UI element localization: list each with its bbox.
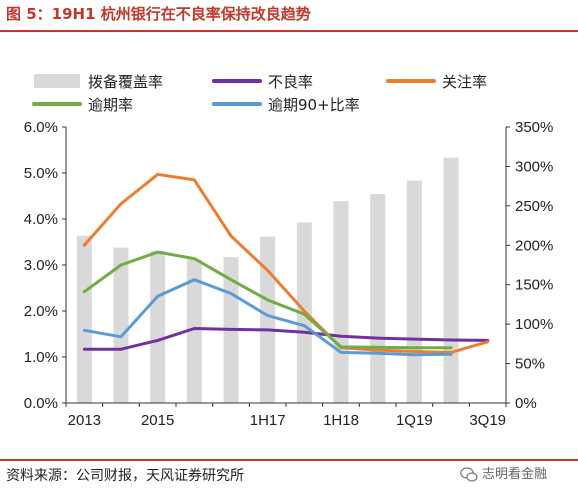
bar-2018 xyxy=(370,194,386,403)
legend-provision-coverage: 拨备覆盖率 xyxy=(34,73,163,91)
legend-npl-ratio: 不良率 xyxy=(212,73,313,91)
x-tick-label-1h17: 1H17 xyxy=(250,412,286,429)
left-tick-label: 4.0% xyxy=(24,211,58,228)
x-tick-label-1q19: 1Q19 xyxy=(396,412,433,429)
axes: 0.0% 1.0% 2.0% 3.0% 4.0% 5.0% 6.0% 0% 50% 100% 150… xyxy=(24,119,554,429)
legend-label: 关注率 xyxy=(442,73,487,91)
left-tick-label: 2.0% xyxy=(24,303,58,320)
right-tick-label: 100% xyxy=(515,316,553,333)
bar-2014 xyxy=(113,247,129,403)
legend-label: 逾期率 xyxy=(88,96,133,114)
x-tick-label-1h18: 1H18 xyxy=(323,412,359,429)
bar-2015 xyxy=(150,250,166,403)
watermark-text: 志明看金融 xyxy=(482,467,548,482)
figure-title: 图 5：19H1 杭州银行在不良率保持改良趋势 xyxy=(6,5,311,23)
bar-1h16 xyxy=(186,259,202,403)
right-tick-label: 50% xyxy=(515,356,545,373)
bar-2013 xyxy=(76,235,92,403)
overdue-ratio-line xyxy=(82,250,453,350)
legend-overdue-ratio: 逾期率 xyxy=(32,96,133,114)
special-mention-ratio-line xyxy=(82,172,490,354)
npl-ratio-line xyxy=(82,327,490,351)
legend-label: 拨备覆盖率 xyxy=(88,73,163,91)
title-rule xyxy=(0,30,578,32)
legend-overdue-90-ratio: 逾期90+比率 xyxy=(212,96,360,114)
x-tick-label-3q19: 3Q19 xyxy=(469,412,506,429)
left-tick-label: 3.0% xyxy=(24,257,58,274)
right-tick-label: 300% xyxy=(515,158,553,175)
right-tick-label: 200% xyxy=(515,237,553,254)
footer-rule xyxy=(0,459,578,461)
legend-swatch xyxy=(34,74,80,88)
line-series-group xyxy=(82,172,490,357)
bar-1h18 xyxy=(333,201,349,403)
x-tick-label-2015: 2015 xyxy=(141,412,174,429)
bar-1q19 xyxy=(406,180,422,403)
bar-1h17 xyxy=(260,236,276,403)
figure-source: 资料来源：公司财报，天风证券研究所 xyxy=(6,468,244,484)
x-tick-label-2013: 2013 xyxy=(68,412,101,429)
overdue-90-ratio-line xyxy=(82,278,453,357)
right-tick-label: 350% xyxy=(515,119,553,136)
right-tick-label: 150% xyxy=(515,277,553,294)
wechat-icon xyxy=(460,467,478,482)
left-tick-label: 5.0% xyxy=(24,165,58,182)
legend-special-mention-ratio: 关注率 xyxy=(386,73,487,91)
right-tick-label: 0% xyxy=(515,395,537,412)
left-tick-label: 1.0% xyxy=(24,349,58,366)
right-tick-label: 250% xyxy=(515,198,553,215)
legend-label: 逾期90+比率 xyxy=(268,96,360,114)
left-tick-label: 6.0% xyxy=(24,119,58,136)
legend-label: 不良率 xyxy=(268,73,313,91)
left-tick-label: 0.0% xyxy=(24,395,58,412)
bar-1h19 xyxy=(443,157,459,403)
